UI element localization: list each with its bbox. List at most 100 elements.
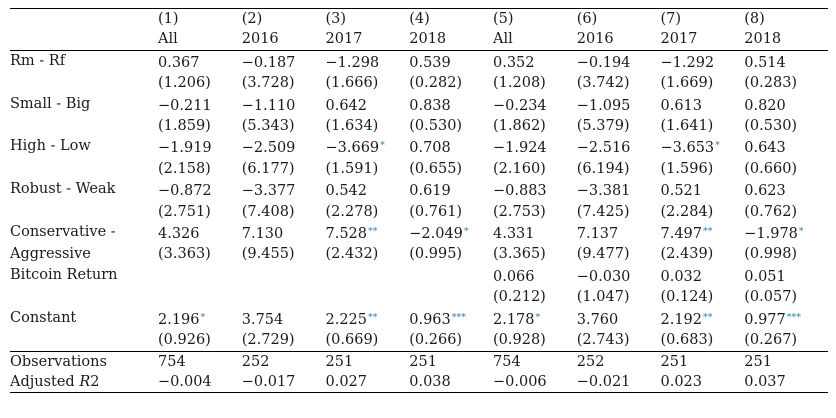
coef-cell: −1.919 (158, 136, 242, 158)
se-cell: (2.743) (576, 332, 630, 349)
coef-cell: 0.963*** (409, 308, 493, 330)
coef-cell: −0.194 (577, 50, 661, 73)
coef-cell: −1.095 (577, 94, 661, 116)
se-cell: (0.660) (744, 160, 798, 177)
coef-cell: −2.516 (577, 136, 661, 158)
coef-value: 0.977 (744, 311, 786, 328)
row-label: Constant (10, 309, 77, 326)
coef-cell: 0.643 (744, 136, 828, 158)
row-label-continued (10, 159, 158, 179)
se-cell: (6.177) (241, 160, 295, 177)
column-number: (5) (493, 8, 577, 30)
coef-value: −1.110 (241, 97, 296, 114)
coef-cell: −2.509 (242, 136, 326, 158)
se-cell: (3.728) (241, 75, 295, 92)
coef-value: 0.066 (493, 268, 535, 285)
coef-row: Conservative -4.326 7.130 7.528** −2.049* 4.… (10, 222, 828, 244)
se-cell: (1.666) (325, 75, 379, 92)
coef-cell: 0.542 (326, 179, 410, 201)
coef-value: 0.642 (325, 97, 368, 114)
column-number: (6) (576, 8, 661, 30)
coef-value: 7.528 (325, 226, 368, 243)
se-cell: (5.379) (576, 118, 630, 135)
coef-value: 2.192 (660, 311, 703, 328)
se-cell: (1.208) (493, 75, 546, 92)
se-cell: (0.761) (409, 203, 463, 220)
se-cell: (2.278) (325, 203, 379, 220)
coef-value: −1.978 (744, 226, 798, 243)
coef-row: Rm - Rf 0.367 −0.187 −1.298 0.539 0.352 −0.194… (10, 50, 828, 73)
coef-cell: −3.377 (242, 179, 326, 201)
coef-value: 0.367 (158, 54, 200, 71)
se-cell: (0.683) (660, 332, 714, 349)
coef-cell: 4.331 (493, 222, 577, 244)
header-corner-cell (10, 29, 158, 51)
coef-value: 0.032 (660, 268, 703, 285)
coef-cell: 2.192** (661, 308, 745, 330)
coef-row: High - Low −1.919 −2.509 −3.669* 0.708 −1.924… (10, 136, 828, 158)
regression-table-body: (1) (2) (3) (4) (5) (6) (7) (8) All 2016 2017 2018 A… (10, 8, 828, 394)
coef-cell (326, 265, 410, 287)
row-label: Small - Big (10, 95, 91, 112)
coef-cell: 3.760 (577, 308, 661, 330)
row-label: Conservative - (10, 224, 116, 241)
se-cell: (0.530) (409, 118, 463, 135)
se-cell: (0.998) (744, 246, 798, 263)
coef-cell (158, 265, 242, 287)
observations-label: Observations (10, 350, 158, 372)
coef-cell: −0.211 (158, 94, 242, 116)
observations-value: 251 (409, 350, 493, 372)
coef-value: −2.516 (576, 140, 631, 157)
coef-cell: 0.539 (409, 50, 493, 73)
se-cell: (0.212) (493, 289, 546, 306)
coef-cell: −1.924 (493, 136, 577, 158)
se-cell: (0.282) (409, 75, 463, 92)
se-row: (0.212) (1.047) (0.124) (0.057) (10, 287, 828, 307)
column-number: (2) (241, 8, 326, 30)
coef-value: −3.669 (325, 140, 380, 157)
se-cell: (0.762) (744, 203, 798, 220)
observations-value: 251 (325, 350, 410, 372)
coef-value: −3.377 (241, 183, 296, 200)
significance-stars: * (200, 311, 206, 323)
coef-value: 0.619 (409, 183, 451, 200)
se-cell: (0.995) (409, 246, 463, 263)
significance-stars: ** (368, 226, 378, 238)
coef-value: −2.049 (409, 226, 463, 243)
coef-cell: 0.619 (409, 179, 493, 201)
se-cell: (2.160) (493, 160, 546, 177)
se-cell: (7.425) (576, 203, 630, 220)
coef-value: 4.326 (158, 226, 200, 243)
column-number: (1) (158, 8, 242, 30)
column-sample: 2016 (241, 29, 326, 51)
coef-value: 7.137 (576, 226, 619, 243)
coef-cell: −0.883 (493, 179, 577, 201)
coef-value: −0.883 (493, 183, 547, 200)
row-label-continued (10, 73, 158, 93)
header-row-column-numbers: (1) (2) (3) (4) (5) (6) (7) (8) (10, 8, 828, 30)
se-row: (1.206) (3.728) (1.666) (0.282) (1.208) (3.74… (10, 73, 828, 93)
coef-cell: −0.872 (158, 179, 242, 201)
coef-row: Constant 2.196* 3.754 2.225** 0.963*** 2.178*… (10, 308, 828, 330)
coef-value: 4.331 (493, 226, 535, 243)
coef-value: 0.820 (744, 97, 786, 114)
coef-cell: −0.187 (242, 50, 326, 73)
se-cell: (0.057) (744, 289, 798, 306)
se-cell (409, 287, 493, 307)
significance-stars: *** (786, 311, 802, 323)
significance-stars: * (380, 140, 385, 152)
se-cell: (0.926) (158, 332, 211, 349)
se-cell: (1.591) (325, 160, 379, 177)
coef-value: −0.187 (241, 54, 296, 71)
adjusted-r2-value: 0.023 (660, 371, 745, 394)
coef-value: −1.095 (576, 97, 631, 114)
observations-value: 754 (158, 350, 242, 372)
adjusted-r2-label-r: R (79, 373, 91, 390)
se-cell: (0.283) (744, 75, 798, 92)
significance-stars: ** (703, 226, 713, 238)
row-label-continued: Aggressive (10, 246, 91, 263)
observations-row: Observations 754 252 251 251 754 252 251 251 (10, 350, 828, 372)
column-sample: All (493, 29, 577, 51)
se-cell: (2.439) (660, 246, 714, 263)
